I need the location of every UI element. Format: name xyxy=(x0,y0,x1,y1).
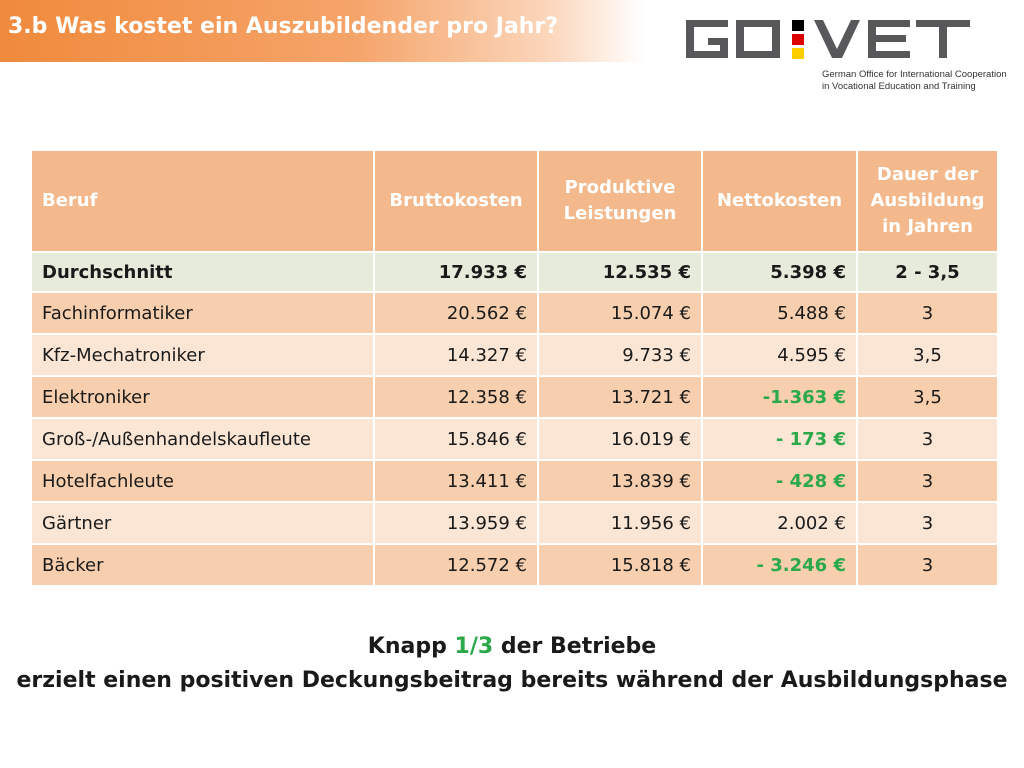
cell-netto-negative: - 173 € xyxy=(701,417,858,461)
cell-produktiv: 13.839 € xyxy=(537,459,703,503)
cell-produktiv: 13.721 € xyxy=(537,375,703,419)
cell-beruf: Groß-/Außenhandelskaufleute xyxy=(30,417,375,461)
cell-beruf: Elektroniker xyxy=(30,375,375,419)
cell-produktiv: 9.733 € xyxy=(537,333,703,377)
header-dauer-line1: Dauer der xyxy=(876,164,979,185)
cell-brutto: 17.933 € xyxy=(373,251,539,293)
cell-produktiv: 16.019 € xyxy=(537,417,703,461)
cell-netto-negative: - 428 € xyxy=(701,459,858,503)
footer-statement: Knapp 1/3 der Betriebe erzielt einen pos… xyxy=(0,630,1024,698)
table-row: Elektroniker 12.358 € 13.721 € -1.363 € … xyxy=(30,375,999,419)
cell-netto: 4.595 € xyxy=(701,333,858,377)
cell-beruf: Hotelfachleute xyxy=(30,459,375,503)
header-produktive-leistungen: Produktive Leistungen xyxy=(537,149,703,253)
title-bar: 3.b Was kostet ein Auszubildender pro Ja… xyxy=(0,0,645,62)
table-row: Bäcker 12.572 € 15.818 € - 3.246 € 3 xyxy=(30,543,999,587)
footer-line2: erzielt einen positiven Deckungsbeitrag … xyxy=(16,668,1008,693)
cell-netto: 5.398 € xyxy=(701,251,858,293)
cost-table: Beruf Bruttokosten Produktive Leistungen… xyxy=(30,149,999,587)
table-row: Fachinformatiker 20.562 € 15.074 € 5.488… xyxy=(30,291,999,335)
cell-dauer: 3 xyxy=(856,501,999,545)
cell-netto-negative: -1.363 € xyxy=(701,375,858,419)
header-bruttokosten: Bruttokosten xyxy=(373,149,539,253)
table-row: Kfz-Mechatroniker 14.327 € 9.733 € 4.595… xyxy=(30,333,999,377)
header-dauer: Dauer der Ausbildung in Jahren xyxy=(856,149,999,253)
footer-line1-pre: Knapp xyxy=(367,634,455,659)
logo-subtitle-line2: in Vocational Education and Training xyxy=(822,81,976,92)
footer-line1-post: der Betriebe xyxy=(493,634,657,659)
cell-dauer: 2 - 3,5 xyxy=(856,251,999,293)
header-dauer-line3: in Jahren xyxy=(882,216,973,237)
slide-title: 3.b Was kostet ein Auszubildender pro Ja… xyxy=(8,14,559,39)
cell-dauer: 3 xyxy=(856,459,999,503)
cell-netto-negative: - 3.246 € xyxy=(701,543,858,587)
header-nettokosten: Nettokosten xyxy=(701,149,858,253)
cell-brutto: 13.411 € xyxy=(373,459,539,503)
table-header-row: Beruf Bruttokosten Produktive Leistungen… xyxy=(30,149,999,253)
cell-brutto: 13.959 € xyxy=(373,501,539,545)
cell-dauer: 3,5 xyxy=(856,333,999,377)
header-produktive-line2: Leistungen xyxy=(563,203,677,224)
govet-logo-mark xyxy=(686,20,970,59)
header-dauer-line2: Ausbildung xyxy=(870,190,985,211)
cell-netto: 2.002 € xyxy=(701,501,858,545)
cell-beruf: Fachinformatiker xyxy=(30,291,375,335)
cell-brutto: 14.327 € xyxy=(373,333,539,377)
cell-produktiv: 12.535 € xyxy=(537,251,703,293)
cell-produktiv: 11.956 € xyxy=(537,501,703,545)
table-row: Gärtner 13.959 € 11.956 € 2.002 € 3 xyxy=(30,501,999,545)
footer-line1: Knapp 1/3 der Betriebe xyxy=(0,630,1024,664)
govet-logo: German Office for International Cooperat… xyxy=(680,14,1015,94)
cell-brutto: 12.572 € xyxy=(373,543,539,587)
cell-beruf: Bäcker xyxy=(30,543,375,587)
cell-brutto: 12.358 € xyxy=(373,375,539,419)
header-produktive-line1: Produktive xyxy=(564,177,676,198)
logo-subtitle-line1: German Office for International Cooperat… xyxy=(822,69,1007,80)
cell-brutto: 15.846 € xyxy=(373,417,539,461)
table-row-average: Durchschnitt 17.933 € 12.535 € 5.398 € 2… xyxy=(30,251,999,293)
header-beruf: Beruf xyxy=(30,149,375,253)
cell-dauer: 3 xyxy=(856,291,999,335)
cell-beruf: Gärtner xyxy=(30,501,375,545)
cell-produktiv: 15.818 € xyxy=(537,543,703,587)
footer-highlight: 1/3 xyxy=(454,634,494,659)
cell-netto: 5.488 € xyxy=(701,291,858,335)
cell-dauer: 3,5 xyxy=(856,375,999,419)
cell-beruf: Kfz-Mechatroniker xyxy=(30,333,375,377)
table-row: Groß-/Außenhandelskaufleute 15.846 € 16.… xyxy=(30,417,999,461)
cell-beruf: Durchschnitt xyxy=(30,251,375,293)
cell-brutto: 20.562 € xyxy=(373,291,539,335)
cell-produktiv: 15.074 € xyxy=(537,291,703,335)
cell-dauer: 3 xyxy=(856,543,999,587)
cell-dauer: 3 xyxy=(856,417,999,461)
table-row: Hotelfachleute 13.411 € 13.839 € - 428 €… xyxy=(30,459,999,503)
